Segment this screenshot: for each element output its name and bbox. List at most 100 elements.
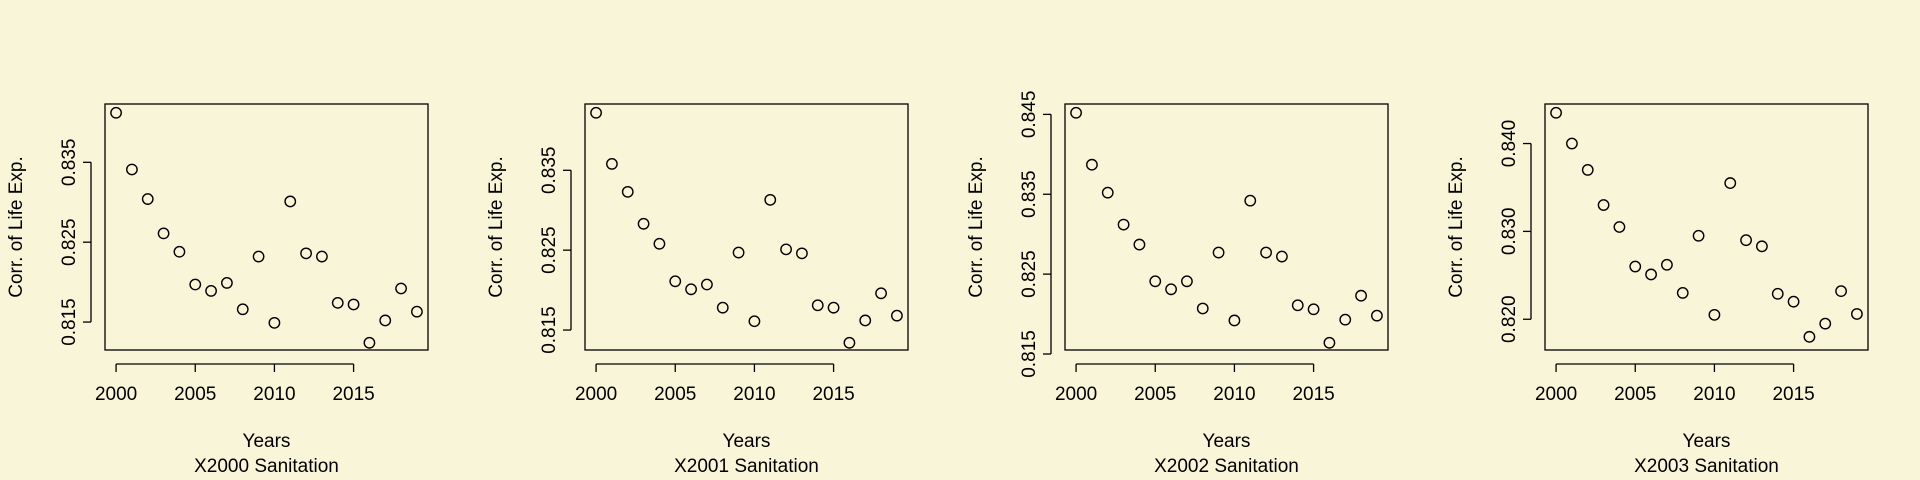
y-tick-label: 0.815 (539, 306, 560, 354)
data-point (1566, 137, 1578, 150)
data-point (748, 315, 761, 328)
data-point (1771, 287, 1784, 300)
y-tick-label: 0.825 (59, 218, 80, 266)
y-axis-label: Corr. of Life Exp. (1446, 156, 1467, 298)
x-tick-label: 2000 (1535, 384, 1577, 405)
data-point (1212, 246, 1225, 259)
data-point (637, 217, 650, 230)
data-point (157, 227, 170, 240)
data-point (891, 309, 903, 322)
data-point (221, 277, 233, 289)
x-axis-label: Years (243, 431, 291, 452)
data-point (300, 247, 312, 260)
plot-frame (1064, 103, 1389, 351)
y-axis-label: Corr. of Life Exp. (966, 156, 987, 298)
y-tick-label: 0.815 (59, 298, 80, 346)
y-axis-label: Corr. of Life Exp. (486, 156, 507, 298)
data-point (1550, 106, 1562, 119)
y-tick-label: 0.825 (1019, 250, 1040, 298)
data-point (796, 247, 808, 260)
data-point (1117, 218, 1130, 231)
data-point (701, 278, 713, 291)
data-point (1307, 303, 1320, 316)
y-tick-label: 0.840 (1499, 120, 1520, 168)
data-point (1787, 295, 1800, 308)
panel-subtitle: X2003 Sanitation (1634, 456, 1779, 477)
data-point (110, 106, 122, 119)
data-point (1661, 258, 1673, 271)
panel-subtitle: X2000 Sanitation (194, 456, 339, 477)
data-point (1676, 286, 1689, 299)
data-point (1165, 283, 1177, 296)
x-tick-label: 2010 (733, 384, 775, 405)
x-tick-label: 2000 (575, 384, 617, 405)
x-axis-label: Years (1683, 431, 1731, 452)
y-tick-label: 0.845 (1019, 91, 1040, 139)
data-point (1228, 314, 1241, 327)
x-tick-label: 2010 (1213, 384, 1255, 405)
scatter-panel-4: 2000 2005 2010 2015 0.820 0.830 0.840 Years X200… (1446, 103, 1869, 477)
data-point (189, 278, 202, 291)
y-tick-label: 0.835 (59, 139, 80, 187)
x-tick-label: 2000 (1055, 384, 1097, 405)
data-point (875, 287, 887, 300)
x-tick-label: 2015 (1772, 384, 1814, 405)
data-point (1101, 186, 1114, 199)
data-point (1581, 163, 1594, 176)
data-point (173, 245, 186, 258)
data-point (379, 314, 392, 327)
data-point (732, 246, 745, 259)
data-point (1276, 250, 1288, 263)
data-point (1181, 275, 1193, 288)
data-point (1613, 221, 1626, 233)
y-tick-label: 0.835 (1019, 170, 1040, 218)
x-axis-label: Years (1203, 431, 1251, 452)
data-point (1339, 313, 1352, 326)
x-tick-label: 2005 (1134, 384, 1176, 405)
x-tick-label: 2005 (1614, 384, 1656, 405)
data-point (1835, 285, 1847, 298)
data-point (1371, 309, 1383, 322)
data-point (764, 193, 777, 206)
data-point (1355, 289, 1367, 302)
panel-subtitle: X2002 Sanitation (1154, 456, 1299, 477)
data-point (236, 303, 249, 316)
x-tick-label: 2015 (332, 384, 374, 405)
x-tick-label: 2010 (253, 384, 295, 405)
data-point (1260, 246, 1272, 259)
data-point (1133, 238, 1146, 251)
data-point (1629, 260, 1642, 273)
data-point (1692, 229, 1705, 242)
data-point (811, 299, 824, 312)
scatter-panel-3: 2000 2005 2010 2015 0.815 0.825 0.835 0.845 Year… (966, 91, 1389, 477)
data-point (685, 283, 697, 296)
data-point (141, 193, 154, 205)
data-point (331, 296, 344, 309)
data-point (606, 158, 618, 170)
data-point (316, 250, 328, 263)
data-point (1851, 308, 1863, 320)
scatter-panel-2: 2000 2005 2010 2015 0.815 0.825 0.835 Years X200… (486, 103, 909, 477)
data-point (268, 316, 281, 329)
data-point (1756, 240, 1768, 253)
data-point (859, 314, 872, 327)
x-tick-label: 2010 (1693, 384, 1735, 405)
data-point (1819, 317, 1832, 330)
x-tick-label: 2000 (95, 384, 137, 405)
data-point (1803, 330, 1816, 343)
data-point (716, 301, 729, 314)
y-tick-label: 0.830 (1499, 208, 1520, 256)
x-tick-label: 2005 (654, 384, 696, 405)
data-point (252, 250, 265, 263)
y-tick-label: 0.820 (1499, 295, 1520, 343)
plot-frame (1544, 103, 1869, 351)
scatter-panel-1: 2000 2005 2010 2015 0.815 0.825 0.835 Years X200… (6, 103, 429, 477)
data-point (205, 284, 217, 297)
data-point (669, 275, 682, 288)
y-tick-label: 0.815 (1019, 330, 1040, 378)
plot-frame (584, 103, 909, 351)
data-point (363, 336, 376, 349)
data-point (827, 301, 840, 314)
data-point (411, 305, 423, 318)
